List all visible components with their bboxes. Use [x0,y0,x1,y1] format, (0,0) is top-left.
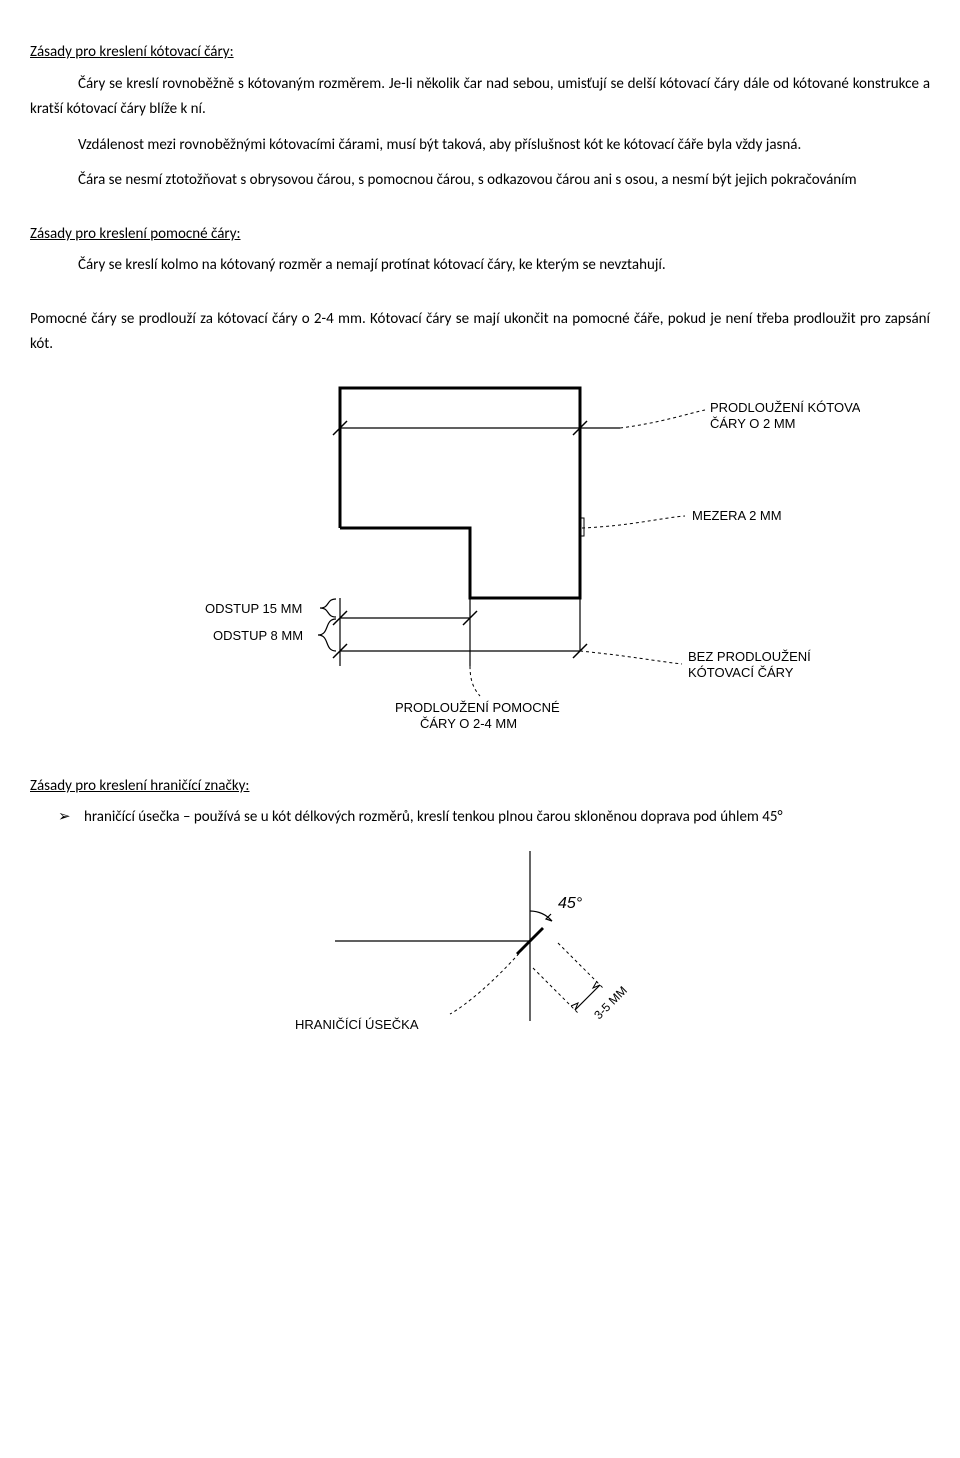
label-3-5mm: 3-5 MM [591,983,630,1022]
section1-p3: Čára se nesmí ztotožňovat s obrysovou čá… [30,168,930,194]
diagram-tick-45: 45° 3-5 MM HRANIČÍCÍ ÚSEČKA [30,841,930,1061]
diagram-dimensioning: PRODLOUŽENÍ KÓTOVACÍ ČÁRY O 2 MM MEZERA … [30,368,930,748]
bullet-item: ➢ hraničící úsečka – používá se u kót dé… [30,805,930,831]
label-hranicici: HRANIČÍCÍ ÚSEČKA [295,1017,419,1032]
section1-p1: Čáry se kreslí rovnoběžně s kótovaným ro… [30,72,930,123]
section4-title: Zásady pro kreslení hraničící značky: [30,774,930,800]
label-ext-top2: ČÁRY O 2 MM [710,416,795,431]
arrow-icon: ➢ [58,805,84,831]
section1-title: Zásady pro kreslení kótovací čáry: [30,40,930,66]
label-gap: MEZERA 2 MM [692,508,782,523]
label-exthelp2: ČÁRY O 2-4 MM [420,716,517,731]
label-offset15: ODSTUP 15 MM [205,601,302,616]
label-noext2: KÓTOVACÍ ČÁRY [688,665,794,680]
label-45: 45° [558,895,583,912]
bullet-text: hraničící úsečka – používá se u kót délk… [84,805,930,831]
label-noext1: BEZ PRODLOUŽENÍ [688,649,811,664]
label-ext-top: PRODLOUŽENÍ KÓTOVACÍ [710,400,860,415]
section1-p2: Vzdálenost mezi rovnoběžnými kótovacími … [30,133,930,159]
label-exthelp1: PRODLOUŽENÍ POMOCNÉ [395,700,560,715]
section2-p1: Čáry se kreslí kolmo na kótovaný rozměr … [30,253,930,279]
section2-title: Zásady pro kreslení pomocné čáry: [30,222,930,248]
section3-p1: Pomocné čáry se prodlouží za kótovací čá… [30,307,930,358]
label-offset8: ODSTUP 8 MM [213,628,303,643]
